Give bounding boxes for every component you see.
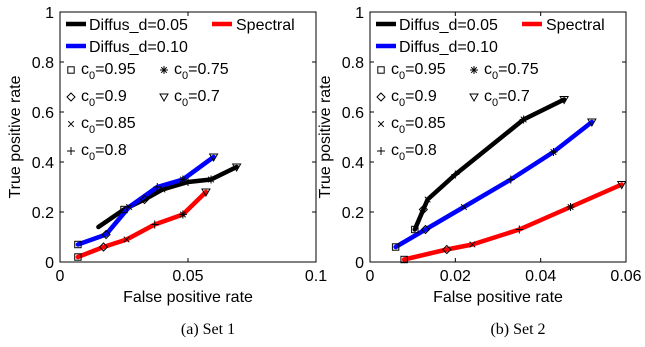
y-axis-label: True positive rate xyxy=(7,75,24,198)
legend-marker xyxy=(376,92,386,102)
legend-marker xyxy=(160,66,168,74)
data-point-marker xyxy=(420,224,431,235)
legend-marker xyxy=(66,92,76,102)
y-tick-label: 1 xyxy=(355,5,364,22)
y-tick-label: 1 xyxy=(45,5,54,22)
legend-marker xyxy=(67,66,75,74)
legend-marker-label: c0=0.75 xyxy=(484,61,539,82)
legend-marker xyxy=(67,120,75,128)
y-axis-label: True positive rate xyxy=(317,75,334,198)
series-line xyxy=(393,119,595,250)
y-tick-label: 0 xyxy=(355,255,364,272)
legend: Diffus_d=0.05 Spectral Diffus_d=0.10 c0=0.9… xyxy=(376,17,605,163)
legend-label: Spectral xyxy=(236,17,295,34)
y-tick-label: 0.6 xyxy=(342,105,364,122)
legend-marker-label: c0=0.95 xyxy=(81,61,136,82)
series-line xyxy=(412,97,567,232)
series-line xyxy=(401,182,624,262)
data-point-marker xyxy=(469,241,476,248)
data-point-marker xyxy=(159,186,166,193)
data-point-marker xyxy=(515,225,524,234)
data-point-marker xyxy=(207,175,216,184)
data-point-marker xyxy=(153,183,162,191)
caption-set-2: (b) Set 2 xyxy=(490,321,546,338)
legend-marker xyxy=(67,147,75,155)
legend-marker-label: c0=0.85 xyxy=(81,115,136,136)
y-tick-label: 0 xyxy=(45,255,54,272)
caption-set-1: (a) Set 1 xyxy=(180,321,236,338)
data-point-marker xyxy=(442,244,452,255)
data-point-marker xyxy=(125,203,133,211)
data-point-marker xyxy=(150,220,159,229)
legend-marker-label: c0=0.85 xyxy=(391,115,446,136)
legend-marker xyxy=(159,93,169,103)
data-point-marker xyxy=(123,236,130,243)
x-axis-label: False positive rate xyxy=(433,289,563,306)
legend-marker xyxy=(469,93,479,103)
data-point-marker xyxy=(208,153,219,163)
data-point-marker xyxy=(616,181,627,190)
data-point-marker xyxy=(451,170,460,179)
legend-label: Diffus_d=0.10 xyxy=(399,39,498,56)
x-axis-label: False positive rate xyxy=(123,289,253,306)
x-tick-label: 0.04 xyxy=(525,268,556,285)
y-tick-label: 0.8 xyxy=(32,55,54,72)
legend-marker xyxy=(470,66,478,74)
plot-frame xyxy=(369,11,627,263)
data-point-marker xyxy=(391,243,400,251)
x-tick-label: 0.06 xyxy=(610,268,641,285)
legend-marker-label: c0=0.9 xyxy=(391,88,437,109)
data-point-marker xyxy=(178,210,187,219)
series-line xyxy=(75,189,209,260)
data-point-marker xyxy=(231,163,242,173)
data-point-marker xyxy=(566,203,575,211)
x-tick-label: 0 xyxy=(56,268,65,285)
data-point-marker xyxy=(506,175,515,184)
data-point-marker xyxy=(424,196,431,203)
data-point-marker xyxy=(519,115,528,124)
x-tick-label: 0 xyxy=(366,268,375,285)
legend-marker-label: c0=0.7 xyxy=(174,88,220,109)
x-tick-label: 0.02 xyxy=(440,268,471,285)
legend-marker-label: c0=0.8 xyxy=(81,142,127,163)
data-point-marker xyxy=(178,175,187,184)
data-point-marker xyxy=(139,194,150,205)
legend-marker xyxy=(377,66,385,74)
data-point-marker xyxy=(411,225,419,234)
chart-panel-set-1: 0 0.05 0.1 0 0.2 0.4 0.6 0.8 1 False positive rat… xyxy=(7,5,327,306)
y-tick-label: 0.4 xyxy=(32,155,54,172)
legend-label: Spectral xyxy=(546,17,605,34)
legend-marker-label: c0=0.95 xyxy=(391,61,446,82)
legend-label: Diffus_d=0.10 xyxy=(89,39,188,56)
y-tick-label: 0.2 xyxy=(32,205,54,222)
data-point-marker xyxy=(201,188,211,198)
x-tick-label: 0.1 xyxy=(305,268,327,285)
legend-marker-label: c0=0.8 xyxy=(391,142,437,163)
data-point-marker xyxy=(400,255,408,264)
y-tick-label: 0.6 xyxy=(32,105,54,122)
data-point-marker xyxy=(549,148,558,156)
y-tick-label: 0.4 xyxy=(342,155,364,172)
legend-marker-label: c0=0.7 xyxy=(484,88,530,109)
x-tick-label: 0.05 xyxy=(172,268,203,285)
legend-marker-label: c0=0.75 xyxy=(174,61,229,82)
legend-marker-label: c0=0.9 xyxy=(81,88,127,109)
data-point-marker xyxy=(460,203,468,211)
data-point-marker xyxy=(74,253,82,261)
data-point-marker xyxy=(418,204,429,215)
legend-marker xyxy=(377,147,385,155)
data-point-marker xyxy=(98,242,109,252)
legend-label: Diffus_d=0.05 xyxy=(89,17,188,34)
legend-label: Diffus_d=0.05 xyxy=(399,17,498,34)
chart-panel-set-2: 0 0.02 0.04 0.06 0 0.2 0.4 0.6 0.8 1 False positiv… xyxy=(317,5,642,306)
data-point-marker xyxy=(74,240,82,249)
data-point-marker xyxy=(587,118,597,128)
data-point-marker xyxy=(559,96,569,105)
legend: Diffus_d=0.05 Spectral Diffus_d=0.10 c0=0.9… xyxy=(66,17,295,163)
y-tick-label: 0.8 xyxy=(342,55,364,72)
legend-marker xyxy=(377,120,385,128)
y-tick-label: 0.2 xyxy=(342,205,364,222)
data-point-marker xyxy=(101,229,111,240)
